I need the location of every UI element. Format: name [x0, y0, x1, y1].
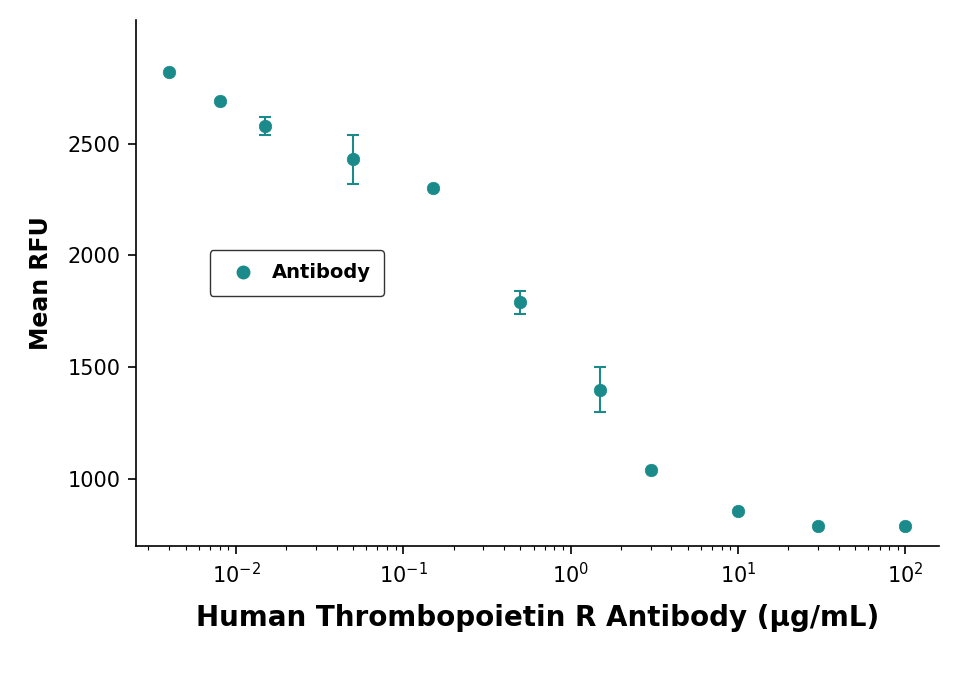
Legend: Antibody: Antibody [209, 250, 384, 296]
X-axis label: Human Thrombopoietin R Antibody (μg/mL): Human Thrombopoietin R Antibody (μg/mL) [196, 604, 879, 632]
Y-axis label: Mean RFU: Mean RFU [29, 217, 53, 350]
Point [162, 66, 177, 77]
Point [212, 96, 227, 107]
Point [257, 120, 273, 131]
Point [643, 465, 658, 476]
Point [425, 183, 440, 194]
Point [346, 154, 361, 165]
Point [730, 505, 745, 516]
Point [513, 297, 529, 308]
Point [810, 521, 826, 532]
Point [592, 385, 608, 395]
Point [897, 521, 913, 532]
